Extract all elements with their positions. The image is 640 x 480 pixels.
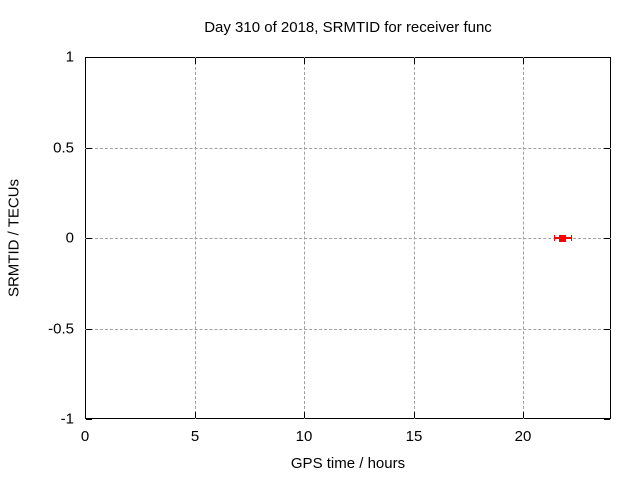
y-axis-tick-right [604, 57, 610, 58]
y-axis-tick-right [604, 329, 610, 330]
y-tick-label: -1 [60, 410, 74, 428]
gridline-horizontal [85, 148, 611, 149]
y-axis-tick-left [86, 238, 92, 239]
x-error-bar-cap-left [554, 235, 555, 241]
x-axis-tick-bottom [85, 412, 86, 418]
y-axis-tick-right [604, 148, 610, 149]
x-tick-label: 0 [80, 428, 90, 445]
y-tick-label: 0 [65, 229, 74, 247]
data-point-marker [559, 235, 566, 242]
y-axis-tick-left [86, 57, 92, 58]
y-tick-label: -0.5 [48, 320, 74, 338]
x-tick-label: 20 [514, 428, 532, 445]
gridline-horizontal [85, 329, 611, 330]
x-tick-label: 5 [190, 428, 200, 445]
gridline-horizontal [85, 238, 611, 239]
y-axis-tick-right [604, 419, 610, 420]
x-tick-label: 10 [295, 428, 313, 445]
chart-title: Day 310 of 2018, SRMTID for receiver fun… [204, 19, 492, 36]
x-axis-tick-bottom [304, 412, 305, 418]
y-axis-tick-left [86, 329, 92, 330]
y-tick-label: 1 [65, 48, 74, 66]
x-axis-tick-top [85, 58, 86, 64]
x-tick-label: 15 [405, 428, 423, 445]
y-axis-tick-left [86, 148, 92, 149]
y-axis-tick-right [604, 238, 610, 239]
x-axis-label: GPS time / hours [290, 455, 406, 472]
x-error-bar-cap-right [571, 235, 572, 241]
x-axis-tick-bottom [523, 412, 524, 418]
x-axis-tick-top [195, 58, 196, 64]
x-axis-tick-top [523, 58, 524, 64]
x-axis-tick-top [304, 58, 305, 64]
x-axis-tick-bottom [195, 412, 196, 418]
y-tick-label: 0.5 [53, 139, 74, 157]
y-axis-tick-left [86, 419, 92, 420]
x-axis-tick-top [414, 58, 415, 64]
x-axis-tick-bottom [414, 412, 415, 418]
